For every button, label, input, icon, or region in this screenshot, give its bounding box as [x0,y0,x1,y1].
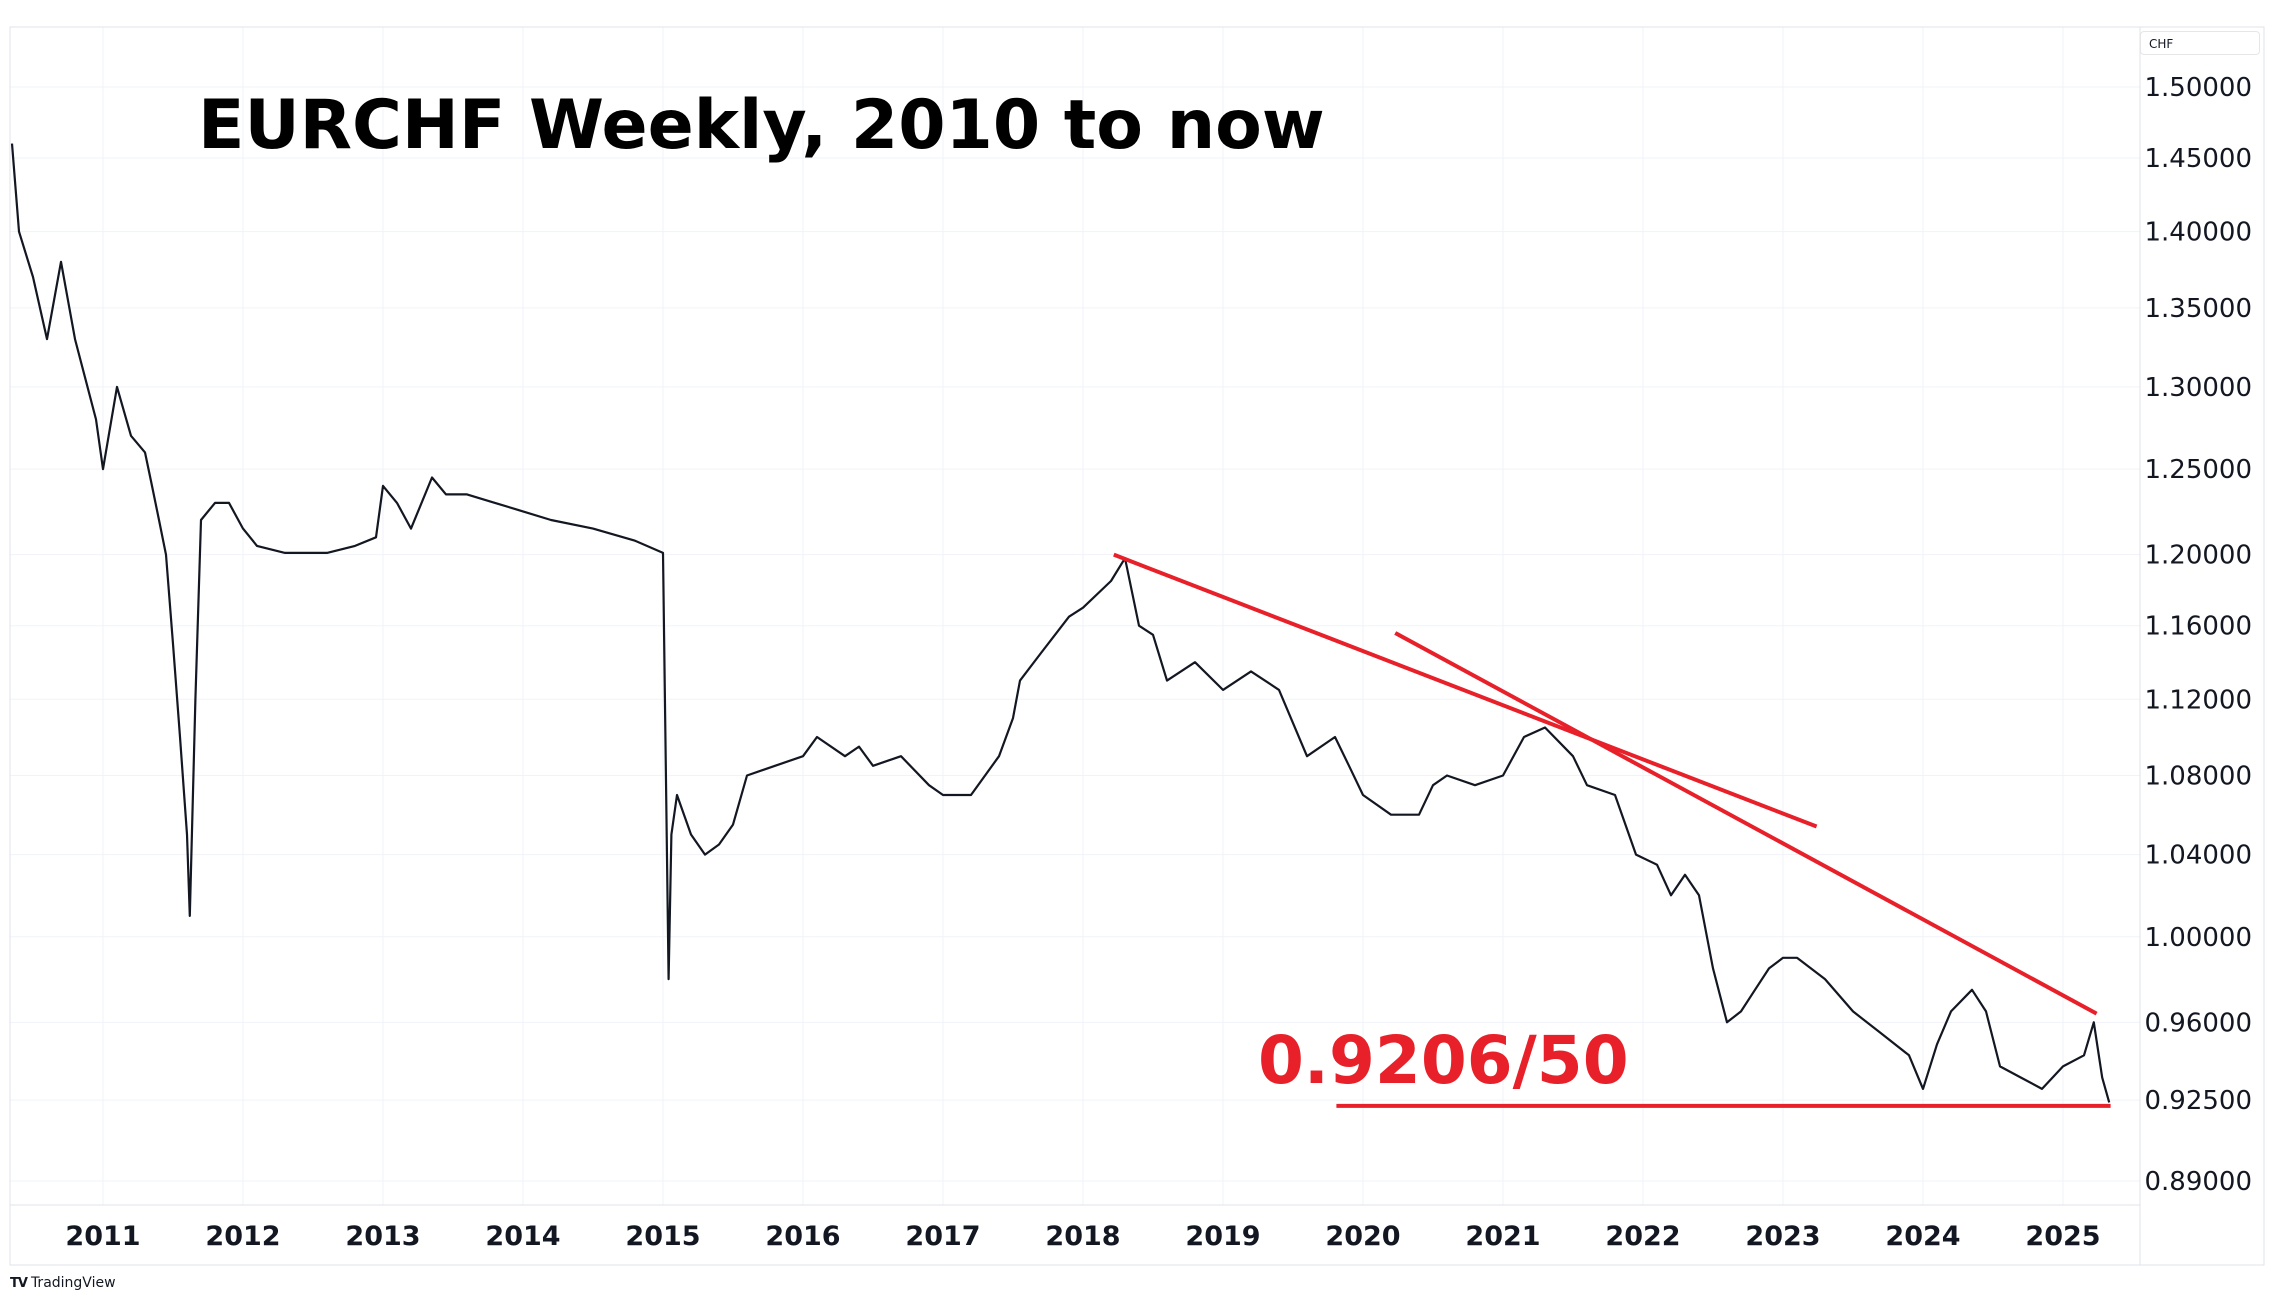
price-series [10,143,2111,1103]
x-tick-label: 2018 [1045,1221,1120,1252]
x-tick-label: 2025 [2025,1221,2100,1252]
branding-text: TradingView [30,1275,116,1291]
x-tick-label: 2019 [1185,1221,1260,1252]
tradingview-logo[interactable]: TV TradingView [10,1275,116,1291]
x-tick-label: 2024 [1885,1221,1960,1252]
y-tick-label: 0.92500 [2144,1086,2252,1116]
trendline [1394,631,2098,1016]
x-tick-label: 2023 [1745,1221,1820,1252]
price-axis-frame[interactable] [2139,26,2265,1266]
trendline [1113,552,1818,829]
y-tick-label: 1.12000 [2144,685,2252,715]
y-tick-label: 1.40000 [2144,218,2252,248]
x-tick-label: 2022 [1605,1221,1680,1252]
plot-frame [9,26,2141,1206]
y-tick-label: 1.04000 [2144,841,2252,871]
y-tick-label: 0.96000 [2144,1008,2252,1038]
y-tick-label: 1.50000 [2144,73,2252,103]
y-tick-label: 1.08000 [2144,761,2252,791]
x-tick-label: 2021 [1465,1221,1540,1252]
time-axis-frame[interactable] [9,1204,2141,1266]
y-tick-label: 1.45000 [2144,144,2252,174]
tradingview-icon: TV [10,1275,28,1291]
x-tick-label: 2011 [65,1221,140,1252]
price-axis: 1.50000 1.45000 1.40000 1.35000 1.30000 1.250… [2144,73,2252,1197]
x-tick-label: 2014 [485,1221,560,1252]
grid [10,27,2140,1205]
y-tick-label: 1.25000 [2144,455,2252,485]
trendlines [1113,552,2111,1108]
support-annotation: 0.9206/50 [1258,1022,1629,1099]
y-tick-label: 0.89000 [2144,1167,2252,1197]
y-tick-label: 1.20000 [2144,541,2252,571]
y-tick-label: 1.35000 [2144,294,2252,324]
x-tick-label: 2016 [765,1221,840,1252]
x-tick-label: 2017 [905,1221,980,1252]
price-line [10,143,2111,1103]
currency-unit-label[interactable]: CHF [2140,31,2260,55]
x-tick-label: 2013 [345,1221,420,1252]
time-axis: 2011 2012 2013 2014 2015 2016 2017 2018 2019 2020… [65,1221,2100,1252]
y-tick-label: 1.30000 [2144,373,2252,403]
x-tick-label: 2012 [205,1221,280,1252]
chart-title: EURCHF Weekly, 2010 to now [198,86,1325,165]
y-tick-label: 1.00000 [2144,923,2252,953]
x-tick-label: 2015 [625,1221,700,1252]
x-tick-label: 2020 [1325,1221,1400,1252]
y-tick-label: 1.16000 [2144,612,2252,642]
